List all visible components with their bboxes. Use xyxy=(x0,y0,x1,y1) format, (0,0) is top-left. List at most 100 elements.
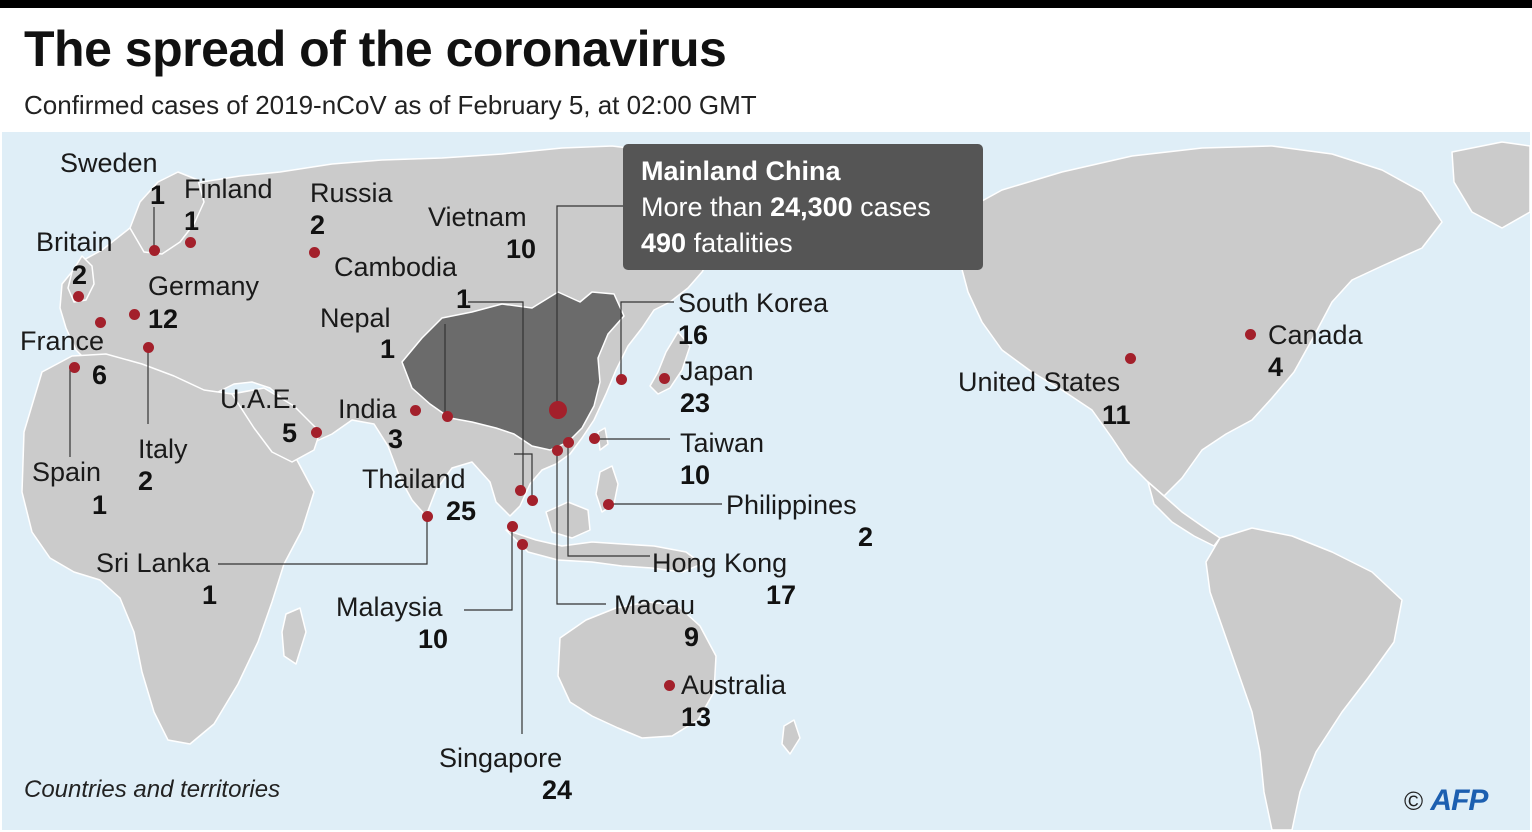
page-subtitle: Confirmed cases of 2019-nCoV as of Febru… xyxy=(24,90,757,120)
callout-fatalities: 490 fatalities xyxy=(641,230,793,257)
label-malaysia: Malaysia xyxy=(336,592,443,622)
count-finland: 1 xyxy=(184,206,200,236)
count-malaysia: 10 xyxy=(418,624,449,654)
count-cambodia: 1 xyxy=(456,284,472,314)
count-singapore: 24 xyxy=(542,775,573,805)
dot-uae xyxy=(311,427,322,438)
callout-cases: More than 24,300 cases xyxy=(641,194,931,221)
central-america xyxy=(1147,481,1221,547)
dot-south-korea xyxy=(616,374,627,385)
greenland xyxy=(1451,141,1530,229)
dot-philippines xyxy=(603,499,614,510)
dot-japan xyxy=(659,373,670,384)
count-vietnam: 10 xyxy=(506,234,537,264)
label-italy: Italy xyxy=(138,434,188,464)
africa-landmass xyxy=(21,353,315,745)
dot-united-states xyxy=(1125,353,1136,364)
footnote: Countries and territories xyxy=(24,776,281,803)
label-sweden: Sweden xyxy=(60,148,158,178)
label-nepal: Nepal xyxy=(320,303,391,333)
dot-italy xyxy=(143,342,154,353)
page-title: The spread of the coronavirus xyxy=(24,21,727,77)
dot-hong-kong xyxy=(563,437,574,448)
count-australia: 13 xyxy=(681,702,712,732)
indonesia-islands xyxy=(505,529,703,573)
callout-fatalities-suffix: fatalities xyxy=(686,228,793,258)
dot-germany xyxy=(129,309,140,320)
label-hong-kong: Hong Kong xyxy=(652,548,788,578)
dot-australia xyxy=(664,680,675,691)
count-uae: 5 xyxy=(282,418,298,448)
label-spain: Spain xyxy=(32,457,102,487)
label-finland: Finland xyxy=(184,174,273,204)
leader-lines xyxy=(69,205,722,734)
label-france: France xyxy=(20,326,105,356)
count-hong-kong: 17 xyxy=(766,580,797,610)
count-sweden: 1 xyxy=(150,180,166,210)
top-rule xyxy=(0,0,1532,8)
count-germany: 12 xyxy=(148,304,179,334)
callout-fatalities-value: 490 xyxy=(641,228,687,258)
label-thailand: Thailand xyxy=(362,464,466,494)
label-united-states: United States xyxy=(958,367,1121,397)
callout-cases-value: 24,300 xyxy=(770,192,853,222)
count-canada: 4 xyxy=(1268,352,1284,382)
label-australia: Australia xyxy=(681,670,787,700)
dot-macau xyxy=(552,445,563,456)
label-india: India xyxy=(338,394,397,424)
dot-cambodia xyxy=(527,495,538,506)
dot-singapore xyxy=(517,539,528,550)
label-cambodia: Cambodia xyxy=(334,252,458,282)
callout-title: Mainland China xyxy=(641,156,841,186)
count-spain: 1 xyxy=(92,490,108,520)
madagascar xyxy=(281,607,307,665)
label-uae: U.A.E. xyxy=(220,384,299,414)
count-thailand: 25 xyxy=(446,496,477,526)
britain-island xyxy=(67,255,95,303)
callout-cases-suffix: cases xyxy=(852,192,931,222)
label-russia: Russia xyxy=(310,178,393,208)
label-macau: Macau xyxy=(614,590,696,620)
dot-nepal xyxy=(442,411,453,422)
count-macau: 9 xyxy=(684,622,700,652)
count-sri-lanka: 1 xyxy=(202,580,218,610)
label-taiwan: Taiwan xyxy=(680,428,765,458)
dot-india xyxy=(410,405,421,416)
dot-spain xyxy=(69,362,80,373)
count-south-korea: 16 xyxy=(678,320,709,350)
map-shapes xyxy=(21,141,1530,830)
count-france: 6 xyxy=(92,360,108,390)
label-vietnam: Vietnam xyxy=(428,202,527,232)
new-zealand xyxy=(781,719,801,755)
count-russia: 2 xyxy=(310,210,326,240)
label-germany: Germany xyxy=(148,271,260,301)
dot-mainland-china xyxy=(549,401,567,419)
australia-landmass xyxy=(557,601,717,739)
dot-sweden xyxy=(149,245,160,256)
dot-taiwan xyxy=(589,433,600,444)
afp-credit: © AFP xyxy=(1404,784,1488,817)
dot-france-north xyxy=(95,317,106,328)
north-america xyxy=(945,145,1443,497)
callout-cases-prefix: More than xyxy=(641,192,771,222)
dot-vietnam xyxy=(515,485,526,496)
dot-malaysia xyxy=(507,521,518,532)
copyright-symbol: © xyxy=(1404,786,1424,816)
label-sri-lanka: Sri Lanka xyxy=(96,548,211,578)
arabian-peninsula xyxy=(231,387,321,463)
label-singapore: Singapore xyxy=(439,743,563,773)
count-taiwan: 10 xyxy=(680,460,711,490)
label-japan: Japan xyxy=(680,356,754,386)
dot-finland xyxy=(185,237,196,248)
afp-logo: AFP xyxy=(1430,784,1488,817)
count-india: 3 xyxy=(388,424,404,454)
count-philippines: 2 xyxy=(858,522,874,552)
count-italy: 2 xyxy=(138,466,154,496)
mainland-china-callout: Mainland China More than 24,300 cases 49… xyxy=(623,144,983,270)
label-britain: Britain xyxy=(36,227,113,257)
dot-britain xyxy=(73,291,84,302)
mainland-china-region xyxy=(401,291,625,451)
label-philippines: Philippines xyxy=(726,490,857,520)
count-britain: 2 xyxy=(72,260,88,290)
count-nepal: 1 xyxy=(380,334,396,364)
